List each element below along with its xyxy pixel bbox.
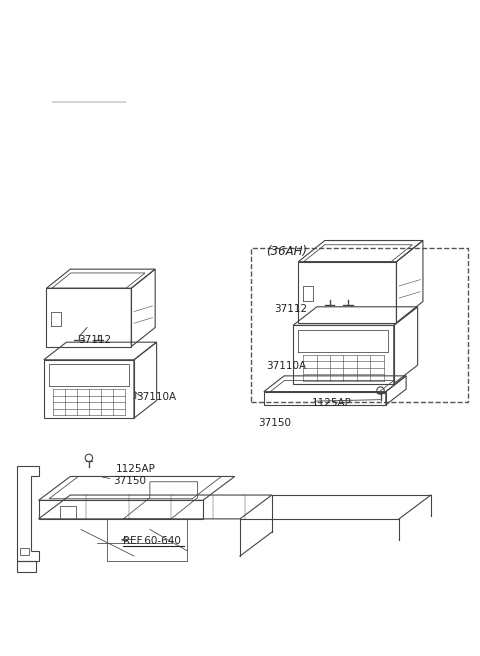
- Text: 37112: 37112: [275, 304, 308, 314]
- Text: 37150: 37150: [259, 418, 291, 428]
- Text: 37110A: 37110A: [266, 361, 307, 371]
- Text: (36AH): (36AH): [266, 245, 308, 258]
- Text: 1125AP: 1125AP: [115, 464, 155, 474]
- Text: 37112: 37112: [78, 335, 111, 345]
- Bar: [20, 548, 29, 555]
- Text: 37110A: 37110A: [137, 392, 177, 401]
- Bar: [251, 249, 468, 402]
- Text: 37150: 37150: [113, 476, 146, 486]
- Text: REF.60-640: REF.60-640: [123, 537, 181, 546]
- Text: 1125AP: 1125AP: [312, 398, 351, 409]
